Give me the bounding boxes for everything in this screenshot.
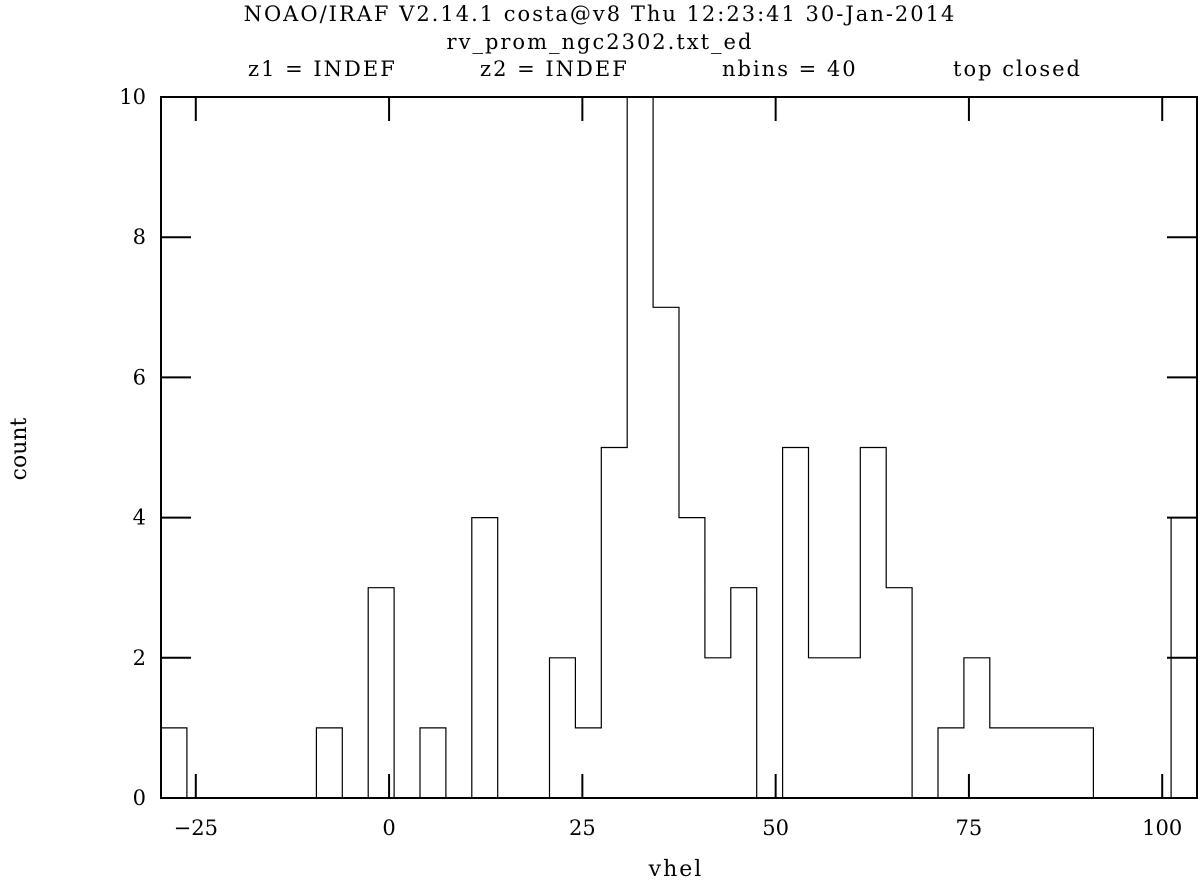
x-tick-label: 75 bbox=[956, 816, 983, 840]
y-tick-label: 10 bbox=[119, 85, 146, 109]
closed-label: top closed bbox=[953, 57, 1082, 81]
x-tick-label: −25 bbox=[174, 816, 218, 840]
y-axis-label: count bbox=[7, 417, 32, 480]
y-tick-label: 0 bbox=[133, 786, 146, 810]
x-tick-label: 0 bbox=[382, 816, 395, 840]
z1-label: z1 = INDEF bbox=[248, 57, 397, 81]
y-tick-label: 4 bbox=[133, 506, 146, 530]
x-axis-label: vhel bbox=[648, 857, 704, 880]
tick-labels: −25 0 25 50 75 100 0 2 4 6 8 10 bbox=[119, 85, 1182, 840]
chart-header-line1: NOAO/IRAF V2.14.1 costa@v8 Thu 12:23:41 … bbox=[243, 2, 957, 26]
histogram-step-line bbox=[160, 96, 1198, 799]
chart-header-line3: z1 = INDEF z2 = INDEF nbins = 40 top clo… bbox=[0, 57, 1200, 83]
axis-ticks bbox=[161, 96, 1197, 799]
x-tick-label: 25 bbox=[569, 816, 596, 840]
y-tick-label: 6 bbox=[133, 365, 146, 389]
x-tick-label: 50 bbox=[762, 816, 789, 840]
x-tick-label: 100 bbox=[1142, 816, 1182, 840]
chart-header-line2: rv_prom_ngc2302.txt_ed bbox=[446, 30, 754, 54]
z2-label: z2 = INDEF bbox=[480, 57, 629, 81]
nbins-label: nbins = 40 bbox=[722, 57, 858, 81]
y-tick-label: 2 bbox=[133, 646, 146, 670]
plot-frame bbox=[160, 96, 1198, 799]
y-tick-label: 8 bbox=[133, 225, 146, 249]
